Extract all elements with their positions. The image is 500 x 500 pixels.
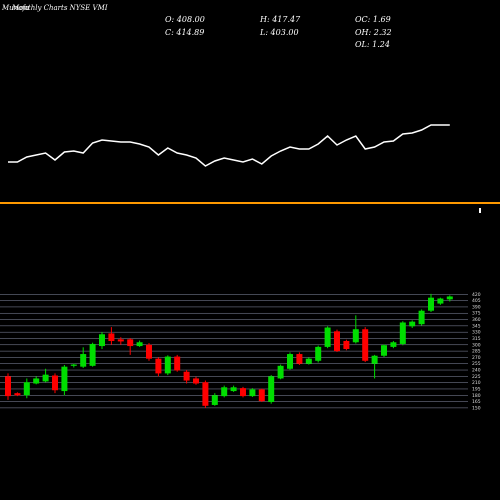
y-tick-label: 345 [472,323,481,329]
y-tick-label: 315 [472,336,481,342]
candle-body [61,366,68,392]
candle-body [108,333,115,342]
stat-open: O: 408.00 [165,15,205,24]
candle-body [446,296,453,300]
y-tick-label: 285 [472,349,481,355]
watermark: Munafa [1,4,29,12]
candle-body [277,365,284,379]
candle-body [287,354,293,369]
candle-body [117,339,124,342]
chart-title: Monthly Charts NYSE VMI [11,4,108,12]
candle-body [240,388,246,397]
y-tick-label: 225 [472,374,481,380]
stat-high: H: 417.47 [259,15,301,24]
y-tick-label: 150 [472,405,481,411]
stat-close: C: 414.89 [165,28,204,37]
candle-body [33,378,40,384]
candle-body [324,327,331,347]
candle-body [127,339,134,347]
candle-body [174,356,181,371]
y-tick-label: 405 [472,298,481,304]
y-tick-label: 195 [472,386,481,392]
candle-body [437,298,444,304]
y-tick-label: 375 [472,311,481,317]
stat-oc: OC: 1.69 [355,15,391,24]
candle-body [409,321,416,327]
candle-body [23,382,30,396]
candle-body [52,375,58,391]
candle-body [193,378,199,384]
y-tick-label: 165 [472,399,481,405]
candle-body [42,374,49,382]
y-tick-label: 255 [472,361,481,367]
candle-body [362,329,369,361]
candle-body [230,387,237,392]
stat-low: L: 403.00 [259,28,299,37]
stat-oh: OH: 2.32 [355,28,392,37]
candle-body [352,329,359,343]
candle-body [305,358,312,364]
candle-body [399,322,406,344]
candle-body [136,342,143,347]
y-tick-label: 180 [472,393,481,399]
candle-body [418,310,425,325]
candle-body [146,344,152,359]
candle-body [221,387,228,397]
candle-body [268,376,275,403]
candle-body [296,354,303,364]
candle-body [428,297,434,311]
y-tick-label: 210 [472,380,481,386]
candle-body [334,331,340,352]
candle-body [249,389,256,397]
candle-body [390,342,397,347]
candle-body [99,334,105,347]
stat-ol: OL: 1.24 [355,40,390,49]
candle-body [5,376,11,397]
candle-body [371,355,378,364]
y-tick-label: 360 [472,317,481,323]
candle-body [70,364,77,366]
candle-body [80,354,87,367]
candle-body [381,345,387,356]
candle-body [89,343,96,366]
candle-body [315,346,322,361]
candle-body [211,395,218,405]
marker [479,208,481,213]
candle-body [258,389,265,402]
candle-body [183,371,190,381]
candle-body [202,382,209,406]
y-tick-label: 330 [472,330,481,336]
candle-body [155,358,162,374]
y-tick-label: 240 [472,368,481,374]
y-tick-label: 420 [472,292,481,298]
candle-body [164,356,171,374]
y-tick-label: 300 [472,342,481,348]
candle-body [343,341,350,349]
line-series [8,124,450,167]
y-tick-label: 390 [472,304,481,310]
y-tick-label: 270 [472,355,481,361]
candle-body [14,393,21,396]
